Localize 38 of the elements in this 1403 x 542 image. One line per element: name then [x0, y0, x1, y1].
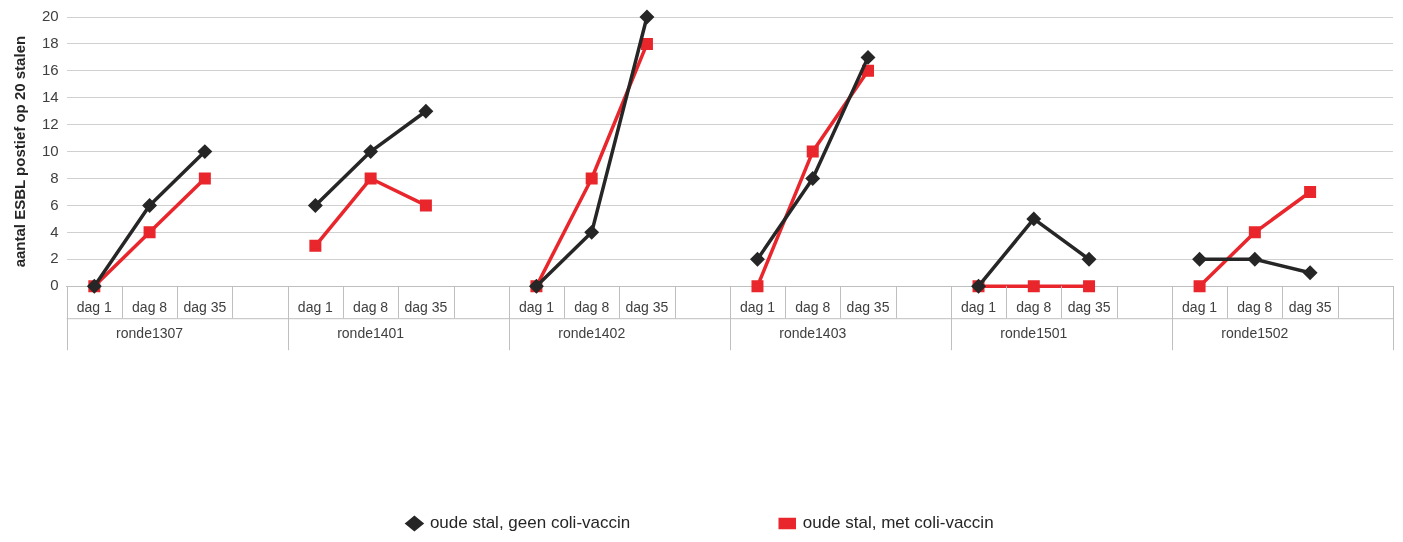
x-tick-label: dag 35 — [625, 299, 669, 316]
x-tick-label: dag 1 — [518, 299, 555, 316]
text: ronde1402 — [558, 325, 626, 342]
text: ronde1403 — [779, 325, 847, 342]
x-tick-label: dag 35 — [404, 299, 448, 316]
x-tick-label: dag 1 — [76, 299, 113, 316]
text: ronde1501 — [1000, 325, 1068, 342]
y-axis-title: aantal ESBL postief op 20 stalen — [11, 35, 29, 268]
y-tick-label: 18 — [42, 34, 59, 52]
y-tick-label: 4 — [50, 222, 59, 240]
text: ronde1502 — [1221, 325, 1289, 342]
x-tick-label: dag 1 — [297, 299, 334, 316]
text: ronde1401 — [337, 325, 405, 342]
x-tick-label: dag 35 — [1067, 299, 1111, 316]
x-tick-label: dag 8 — [353, 299, 389, 316]
x-tick-label: dag 8 — [1237, 299, 1273, 316]
x-tick-label: dag 1 — [739, 299, 776, 316]
x-tick-label: dag 35 — [1288, 299, 1332, 316]
y-tick-label: 10 — [42, 141, 59, 159]
y-tick-label: 14 — [42, 87, 59, 105]
y-tick-label: 20 — [42, 7, 59, 25]
legend-label: oude stal, geen coli-vaccin — [429, 513, 631, 533]
x-tick-label: dag 35 — [183, 299, 227, 316]
x-tick-label: dag 8 — [1016, 299, 1052, 316]
x-tick-label: dag 35 — [846, 299, 890, 316]
x-tick-label: dag 1 — [961, 299, 997, 316]
y-tick-label: 16 — [42, 60, 59, 78]
y-tick-label: 12 — [42, 114, 59, 132]
y-tick-label: 0 — [50, 276, 59, 294]
x-tick-label: dag 8 — [132, 299, 168, 316]
x-tick-label: dag 8 — [795, 299, 831, 316]
x-tick-label: dag 1 — [1182, 299, 1218, 316]
x-tick-label: dag 8 — [574, 299, 610, 316]
legend-label: oude stal, met coli-vaccin — [802, 513, 994, 533]
y-tick-label: 8 — [50, 168, 59, 186]
y-tick-label: 6 — [50, 195, 59, 213]
y-tick-label: 2 — [50, 249, 59, 267]
text: ronde1307 — [116, 325, 184, 342]
